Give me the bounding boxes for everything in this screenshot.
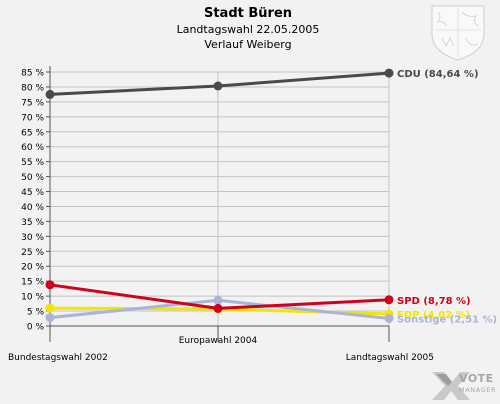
series-layer [45, 68, 394, 323]
coat-of-arms-icon [431, 5, 485, 61]
chart-subtitle: Landtagswahl 22.05.2005 [177, 23, 320, 36]
vote-x-icon [432, 372, 470, 400]
y-tick-label: 5 % [27, 308, 45, 318]
y-tick-label: 85 % [21, 69, 44, 79]
series-label-fdp: FDP (4,02 %) [397, 310, 470, 321]
data-point-cdu [45, 89, 55, 99]
axis-layer: 0 % 5 % 10 % 15 % 20 % 25 % 30 % 35 % 40 % 45 % 50… [8, 66, 434, 363]
x-tick-label: Landtagswahl 2005 [346, 353, 434, 363]
data-point-sonstige [45, 313, 55, 323]
y-tick-label: 75 % [21, 98, 44, 108]
series-label-cdu: CDU (84,64 %) [397, 69, 479, 80]
series-label-sonstige: Sonstige (2,51 %) [397, 315, 497, 326]
y-tick-label: 45 % [21, 188, 44, 198]
y-tick-label: 80 % [21, 83, 44, 93]
x-tick-label: Europawahl 2004 [179, 336, 258, 346]
y-tick-label: 20 % [21, 263, 44, 273]
chart-subtitle-2: Verlauf Weiberg [204, 38, 291, 51]
y-tick-label: 0 % [27, 323, 45, 333]
series-label-spd: SPD (8,78 %) [397, 296, 471, 307]
data-point-fdp [45, 303, 55, 313]
y-tick-label: 70 % [21, 113, 44, 123]
data-point-spd [45, 280, 55, 290]
data-point-spd [384, 295, 394, 305]
series-label-layer: CDU (84,64 %) SPD (8,78 %) FDP (4,02 %)Son… [397, 69, 497, 325]
y-tick-label: 60 % [21, 143, 44, 153]
logo-manager-text: MANAGER [459, 386, 496, 394]
logo-vote-text: VOTE [459, 372, 494, 385]
y-tick-label: 10 % [21, 293, 44, 303]
y-tick-label: 25 % [21, 248, 44, 258]
y-tick-label: 50 % [21, 173, 44, 183]
data-point-sonstige [384, 314, 394, 323]
data-point-cdu [384, 68, 394, 78]
data-point-cdu [213, 81, 223, 91]
data-point-sonstige [213, 295, 223, 305]
y-tick-label: 55 % [21, 158, 44, 168]
y-tick-label: 65 % [21, 128, 44, 138]
x-tick-label: Bundestagswahl 2002 [8, 353, 108, 363]
chart-title: Stadt Büren [204, 6, 292, 21]
vote-manager-logo: VOTE MANAGER [432, 372, 496, 400]
y-tick-label: 40 % [21, 203, 44, 213]
data-point-spd [213, 303, 223, 313]
y-tick-label: 15 % [21, 278, 44, 288]
y-tick-label: 35 % [21, 218, 44, 228]
y-tick-label: 30 % [21, 233, 44, 243]
